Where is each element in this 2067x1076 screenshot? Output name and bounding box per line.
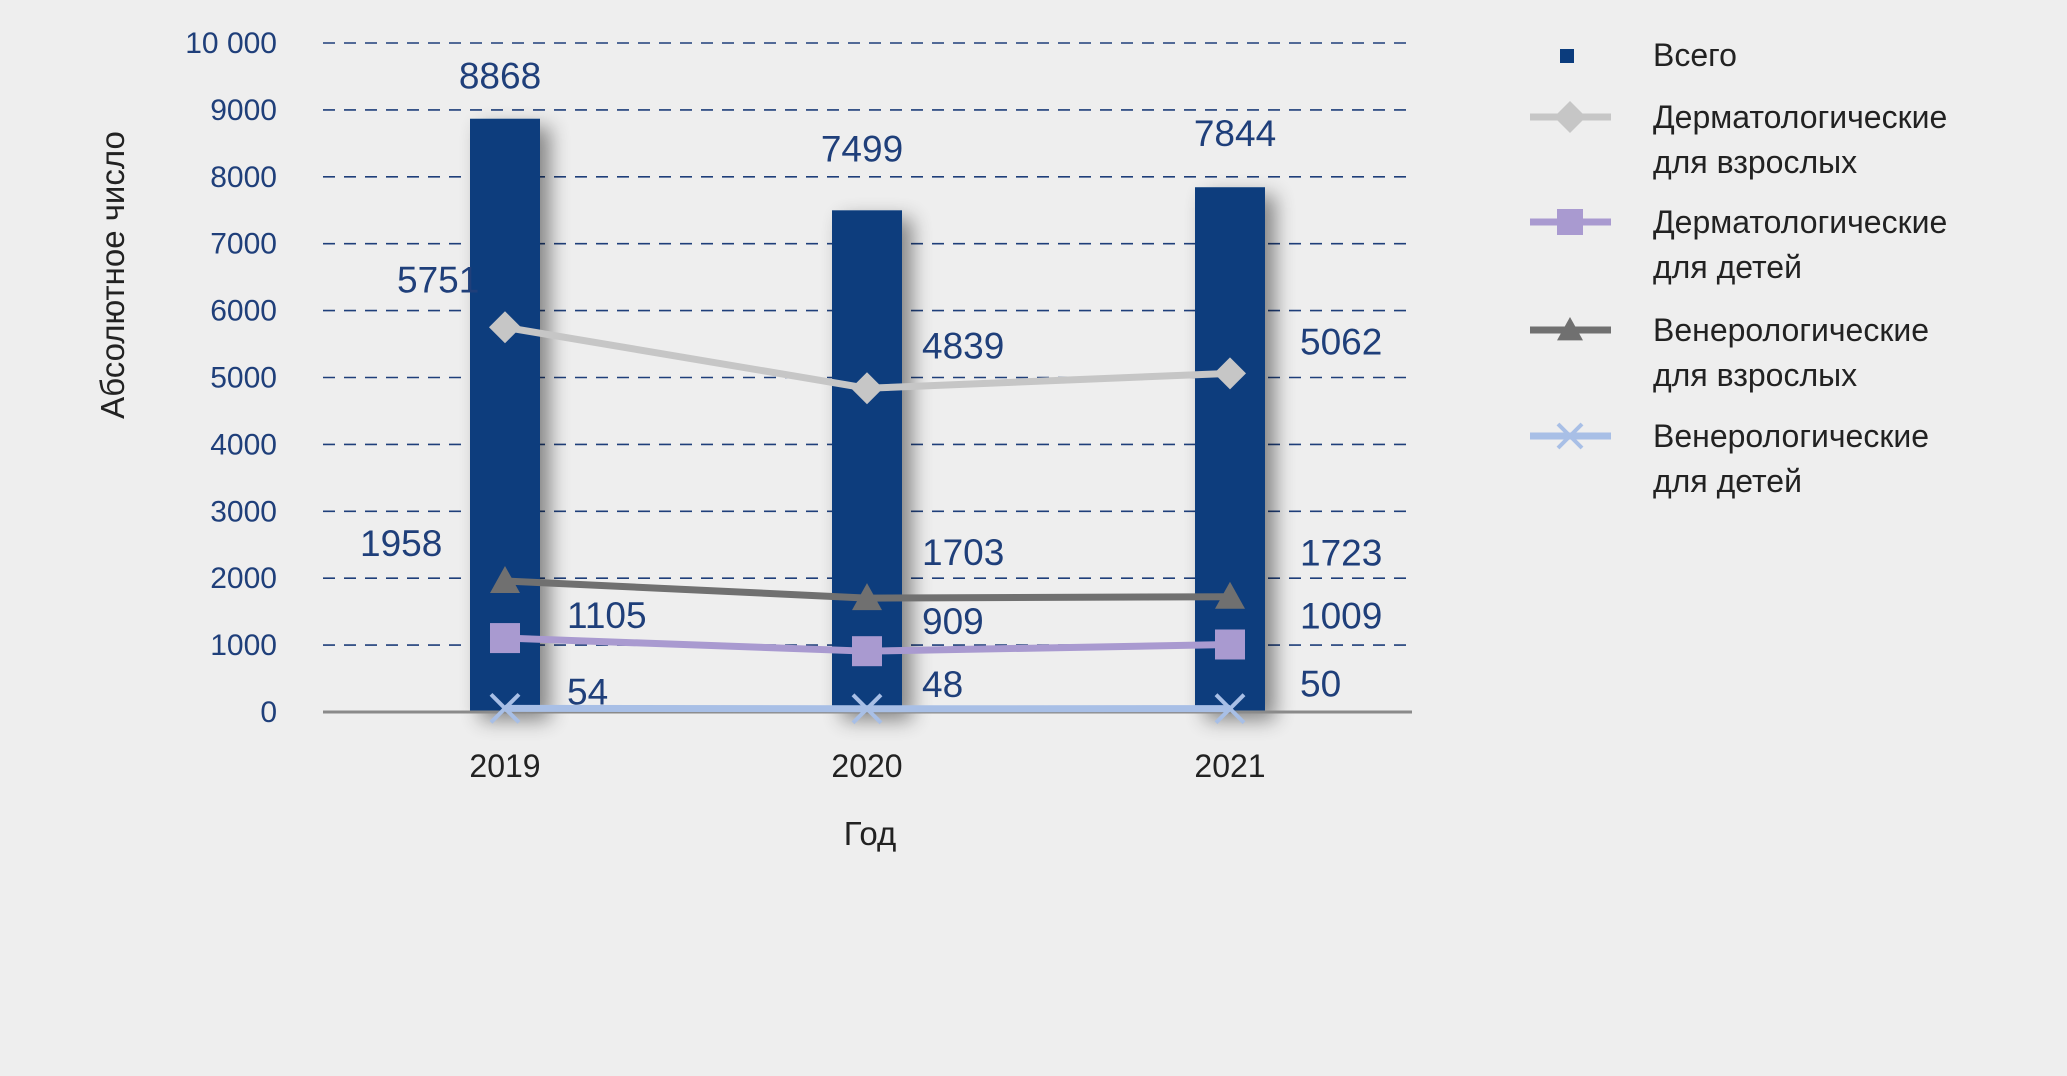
x-axis-categories: 2019 2020 2021 [469,748,1265,784]
legend-item-1: Дерматологические для взрослых [1530,99,1947,180]
legend-label-4-0: Венерологические [1653,418,1929,454]
y-tick-label-7: 7000 [210,228,277,261]
legend-item-0: Всего [1560,37,1737,73]
y-tick-label-6: 6000 [210,295,277,328]
data-label-3-2021: 50 [1300,664,1341,705]
data-label-total-2021: 7844 [1194,113,1276,154]
legend-item-2: Дерматологические для детей [1530,204,1947,285]
y-tick-label-1: 1000 [210,629,277,662]
y-tick-label-9: 9000 [210,94,277,127]
bar-2019 [470,119,540,712]
data-label-1-2020: 909 [922,601,984,642]
legend-label-1-1: для взрослых [1653,144,1857,180]
legend-label-2-0: Дерматологические [1653,204,1947,240]
legend-label-0-0: Всего [1653,37,1737,73]
data-label-2-2020: 1703 [922,532,1004,573]
data-label-3-2019: 54 [567,671,608,712]
data-label-0-2019: 5751 [397,259,479,300]
data-label-total-2020: 7499 [821,128,903,169]
legend-label-4-1: для детей [1653,463,1802,499]
data-label-total-2019: 8868 [459,56,541,97]
data-label-3-2020: 48 [922,664,963,705]
legend-swatch-0 [1560,49,1574,63]
point-1-2020 [852,636,882,666]
data-label-2-2019: 1958 [360,523,442,564]
y-tick-label-3: 3000 [210,495,277,528]
legend-item-4: Венерологические для детей [1530,418,1929,499]
y-axis-ticks: 0 1000 2000 3000 4000 5000 6000 7000 8000 9000 10 … [185,27,277,729]
legend-label-3-0: Венерологические [1653,312,1929,348]
x-axis-title: Год [844,815,897,852]
x-tick-label-2021: 2021 [1194,748,1265,784]
x-tick-label-2019: 2019 [469,748,540,784]
data-label-0-2020: 4839 [922,325,1004,366]
legend-label-2-1: для детей [1653,249,1802,285]
data-label-0-2021: 5062 [1300,321,1382,362]
point-1-2021 [1215,629,1245,659]
point-1-2019 [490,623,520,653]
y-tick-label-10: 10 000 [185,27,277,60]
data-label-2-2021: 1723 [1300,533,1382,574]
y-tick-label-0: 0 [260,696,277,729]
y-tick-label-8: 8000 [210,161,277,194]
legend-marker-1 [1554,101,1586,133]
data-label-1-2019: 1105 [567,595,647,636]
y-tick-label-4: 4000 [210,428,277,461]
legend-label-3-1: для взрослых [1653,357,1857,393]
legend-label-1-0: Дерматологические [1653,99,1947,135]
data-label-1-2021: 1009 [1300,595,1382,636]
legend-item-3: Венерологические для взрослых [1530,312,1929,393]
x-tick-label-2020: 2020 [831,748,902,784]
y-tick-label-2: 2000 [210,562,277,595]
legend-marker-2 [1557,209,1583,235]
y-axis-title: Абсолютное число [94,131,131,419]
y-tick-label-5: 5000 [210,362,277,395]
